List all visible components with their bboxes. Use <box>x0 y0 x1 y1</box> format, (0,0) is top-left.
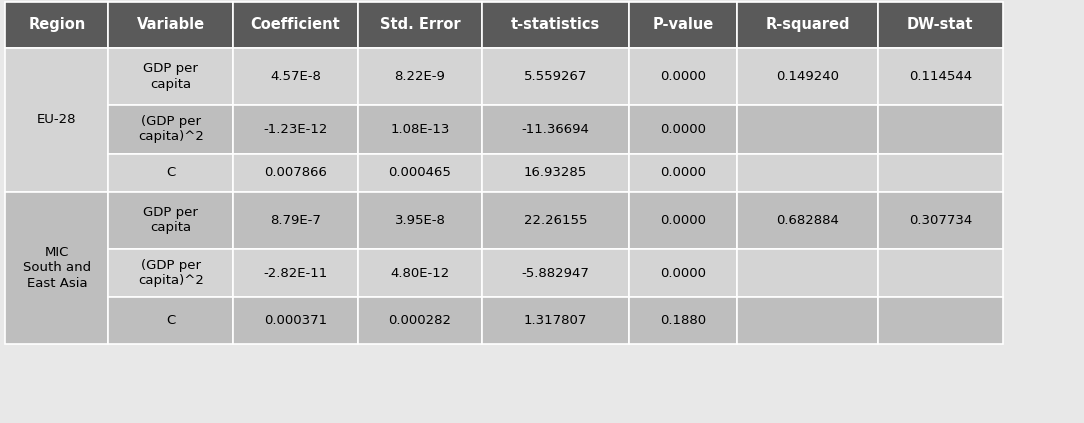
Bar <box>629 48 737 105</box>
Text: DW-stat: DW-stat <box>907 17 973 33</box>
Bar <box>737 154 878 192</box>
Bar <box>5 192 108 344</box>
Text: 4.80E-12: 4.80E-12 <box>390 266 450 280</box>
Text: 22.26155: 22.26155 <box>524 214 588 227</box>
Text: 3.95E-8: 3.95E-8 <box>395 214 446 227</box>
Bar <box>737 105 878 154</box>
Text: 0.0000: 0.0000 <box>660 214 706 227</box>
Text: 0.000371: 0.000371 <box>263 314 327 327</box>
Bar <box>737 2 878 48</box>
Bar <box>108 192 233 249</box>
Text: 0.0000: 0.0000 <box>660 166 706 179</box>
Text: 5.559267: 5.559267 <box>524 70 588 83</box>
Bar <box>878 297 1003 344</box>
Text: 1.317807: 1.317807 <box>524 314 588 327</box>
Text: Std. Error: Std. Error <box>379 17 461 33</box>
Bar <box>358 105 482 154</box>
Text: 0.149240: 0.149240 <box>776 70 839 83</box>
Bar <box>5 2 108 48</box>
Text: EU-28: EU-28 <box>37 113 77 126</box>
Text: 0.307734: 0.307734 <box>908 214 972 227</box>
Text: 0.007866: 0.007866 <box>263 166 327 179</box>
Bar <box>878 2 1003 48</box>
Text: R-squared: R-squared <box>765 17 850 33</box>
Bar <box>358 48 482 105</box>
Text: GDP per
capita: GDP per capita <box>143 62 198 91</box>
Text: C: C <box>166 166 176 179</box>
Bar <box>233 154 358 192</box>
Bar <box>878 105 1003 154</box>
Bar <box>737 297 878 344</box>
Bar <box>482 105 629 154</box>
Bar <box>233 48 358 105</box>
Text: 0.0000: 0.0000 <box>660 123 706 136</box>
Bar <box>482 297 629 344</box>
Bar <box>233 249 358 297</box>
Bar <box>108 297 233 344</box>
Bar <box>108 2 233 48</box>
Bar <box>629 154 737 192</box>
Text: GDP per
capita: GDP per capita <box>143 206 198 234</box>
Text: Coefficient: Coefficient <box>250 17 340 33</box>
Bar <box>482 154 629 192</box>
Bar <box>233 105 358 154</box>
Text: Region: Region <box>28 17 86 33</box>
Text: 4.57E-8: 4.57E-8 <box>270 70 321 83</box>
Text: 0.000282: 0.000282 <box>388 314 452 327</box>
Bar <box>358 297 482 344</box>
Bar <box>358 154 482 192</box>
Text: C: C <box>166 314 176 327</box>
Bar <box>878 154 1003 192</box>
Text: -1.23E-12: -1.23E-12 <box>263 123 327 136</box>
Bar <box>878 192 1003 249</box>
Bar <box>358 249 482 297</box>
Text: 1.08E-13: 1.08E-13 <box>390 123 450 136</box>
Bar <box>108 154 233 192</box>
Bar <box>482 249 629 297</box>
Text: (GDP per
capita)^2: (GDP per capita)^2 <box>138 259 204 287</box>
Bar <box>737 192 878 249</box>
Text: P-value: P-value <box>653 17 713 33</box>
Text: 0.114544: 0.114544 <box>908 70 972 83</box>
Text: 0.682884: 0.682884 <box>776 214 839 227</box>
Bar <box>482 2 629 48</box>
Text: 0.1880: 0.1880 <box>660 314 706 327</box>
Bar <box>5 48 108 192</box>
Bar <box>629 192 737 249</box>
Text: 0.0000: 0.0000 <box>660 70 706 83</box>
Text: Variable: Variable <box>137 17 205 33</box>
Bar <box>629 297 737 344</box>
Text: 16.93285: 16.93285 <box>524 166 588 179</box>
Text: MIC
South and
East Asia: MIC South and East Asia <box>23 246 91 290</box>
Text: -11.36694: -11.36694 <box>521 123 590 136</box>
Bar <box>629 105 737 154</box>
Bar <box>358 192 482 249</box>
Text: 8.79E-7: 8.79E-7 <box>270 214 321 227</box>
Bar <box>629 2 737 48</box>
Text: 0.0000: 0.0000 <box>660 266 706 280</box>
Bar <box>108 48 233 105</box>
Text: -2.82E-11: -2.82E-11 <box>263 266 327 280</box>
Bar <box>737 249 878 297</box>
Bar <box>108 249 233 297</box>
Bar <box>878 249 1003 297</box>
Text: -5.882947: -5.882947 <box>521 266 590 280</box>
Bar <box>233 192 358 249</box>
Text: 8.22E-9: 8.22E-9 <box>395 70 446 83</box>
Bar <box>233 2 358 48</box>
Text: (GDP per
capita)^2: (GDP per capita)^2 <box>138 115 204 143</box>
Text: 0.000465: 0.000465 <box>388 166 452 179</box>
Bar <box>482 48 629 105</box>
Bar <box>482 192 629 249</box>
Bar <box>358 2 482 48</box>
Bar <box>233 297 358 344</box>
Bar <box>737 48 878 105</box>
Text: t-statistics: t-statistics <box>511 17 601 33</box>
Bar <box>108 105 233 154</box>
Bar <box>878 48 1003 105</box>
Bar <box>629 249 737 297</box>
